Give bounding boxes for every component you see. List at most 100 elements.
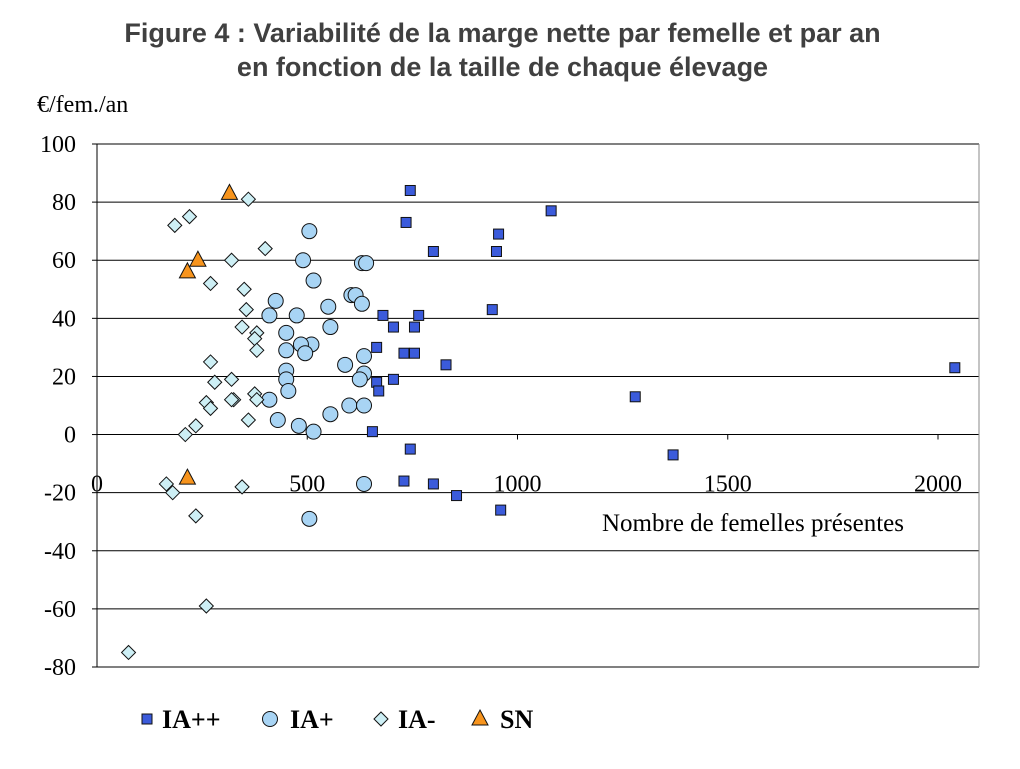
data-point <box>223 371 240 388</box>
data-point <box>404 443 416 455</box>
data-point <box>198 598 215 614</box>
data-point <box>249 342 265 359</box>
data-point <box>297 345 314 362</box>
y-tick-label: -20 <box>44 481 76 507</box>
data-point <box>257 240 273 257</box>
data-point <box>207 374 223 390</box>
data-point <box>408 321 420 333</box>
data-point <box>202 400 219 417</box>
data-point <box>377 309 389 321</box>
grid-lines <box>92 143 980 668</box>
data-point <box>387 321 399 333</box>
data-point <box>158 476 175 492</box>
data-point <box>164 484 181 501</box>
data-point <box>366 426 378 438</box>
data-point <box>278 324 295 341</box>
data-point <box>202 354 219 370</box>
data-point <box>220 183 239 200</box>
data-point <box>358 255 375 272</box>
data-point <box>223 391 240 408</box>
data-point <box>495 504 507 516</box>
data-point <box>181 208 198 225</box>
legend-label: IA- <box>398 705 436 734</box>
data-point <box>320 298 337 315</box>
data-point <box>404 184 416 196</box>
data-point <box>413 309 425 321</box>
data-point <box>234 319 250 335</box>
data-point <box>351 371 368 388</box>
data-point <box>240 191 257 207</box>
y-tick-label: 80 <box>52 190 76 216</box>
data-point <box>290 417 307 434</box>
data-point <box>280 382 297 399</box>
data-point <box>398 347 410 359</box>
data-point <box>356 475 373 492</box>
data-point <box>353 295 370 312</box>
data-point <box>356 397 373 414</box>
data-point <box>267 292 284 309</box>
legend-label: IA++ <box>162 705 221 734</box>
data-point <box>427 246 439 258</box>
data-point <box>387 373 399 385</box>
data-point <box>167 217 183 234</box>
data-point <box>341 397 358 414</box>
y-tick-label: 20 <box>52 364 76 390</box>
data-point <box>178 261 197 279</box>
y-tick-labels: 100 80 60 40 20 0 -20 -40 -60 -80 <box>40 132 76 681</box>
data-point <box>486 304 498 316</box>
x-tick-label: 500 <box>289 472 325 498</box>
data-point <box>356 348 373 365</box>
data-point <box>202 275 219 292</box>
series-IA- <box>120 191 273 661</box>
data-point <box>493 228 505 240</box>
data-point <box>295 252 312 269</box>
data-point <box>188 418 204 434</box>
data-point <box>178 468 197 485</box>
data-point <box>427 478 439 490</box>
legend-marker <box>141 713 153 725</box>
y-tick-label: 100 <box>40 132 76 158</box>
data-point <box>188 508 204 524</box>
data-point <box>223 252 240 268</box>
data-point <box>337 356 354 373</box>
legend-item-IA-: IA- <box>373 705 436 734</box>
data-point <box>371 341 383 353</box>
data-point <box>288 307 305 324</box>
data-point <box>440 359 452 371</box>
data-point <box>949 362 961 374</box>
data-point <box>249 391 265 408</box>
data-point <box>240 412 257 428</box>
data-point <box>451 490 463 502</box>
data-points <box>120 183 961 661</box>
legend-label: IA+ <box>290 705 334 734</box>
y-axis-unit-label: €/fem./an <box>37 92 129 118</box>
y-tick-label: -80 <box>44 655 76 681</box>
data-point <box>322 406 339 423</box>
legend-item-IA+: IA+ <box>262 705 334 734</box>
data-point <box>238 301 254 318</box>
data-point <box>398 475 410 487</box>
data-point <box>490 246 502 258</box>
data-point <box>408 347 420 359</box>
chart-title: Figure 4 : Variabilité de la marge nette… <box>0 16 1005 84</box>
data-point <box>301 223 318 240</box>
data-point <box>278 342 295 359</box>
legend-marker <box>373 711 389 727</box>
data-point <box>301 510 318 527</box>
data-point <box>236 281 252 297</box>
chart-title-line2: en fonction de la taille de chaque éleva… <box>236 52 769 82</box>
data-point <box>305 423 322 440</box>
legend-item-IA++: IA++ <box>141 705 221 734</box>
legend-marker <box>471 708 489 726</box>
x-tick-label: 0 <box>91 472 103 498</box>
data-point <box>667 449 679 461</box>
data-point <box>545 205 557 217</box>
y-tick-label: 0 <box>64 423 76 449</box>
series-IA+ <box>261 223 375 527</box>
y-tick-label: 40 <box>52 306 76 332</box>
data-point <box>400 216 412 228</box>
legend: IA++ IA+ IA- SN <box>141 705 533 734</box>
y-tick-label: 60 <box>52 248 76 274</box>
x-tick-label: 1500 <box>704 472 752 498</box>
